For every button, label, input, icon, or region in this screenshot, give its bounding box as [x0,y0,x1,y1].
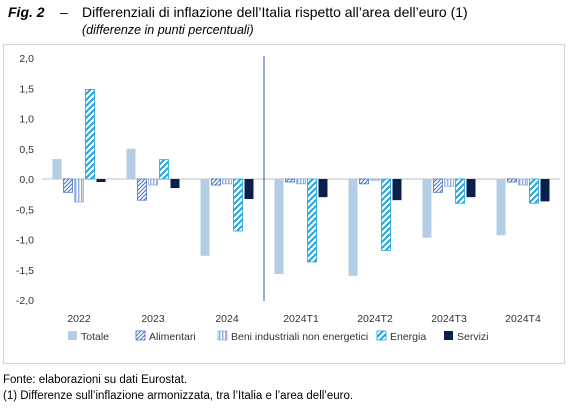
bar-energia-2024t3 [455,178,465,204]
bar-totale-2024 [200,179,210,256]
chart-title: Differenziali di inflazione dell’Italia … [82,4,468,20]
y-tick-label: 1,0 [19,114,34,126]
bar-totale-2024t2 [348,179,358,276]
bar-beni-industriali-non-energetici-2024t3 [444,178,454,187]
y-tick-label: 2,0 [19,53,34,65]
x-tick-label: 2024T3 [431,313,467,325]
bar-alimentari-2023 [137,178,147,201]
bar-servizi-2023 [170,179,180,189]
bar-servizi-2024t2 [392,179,402,201]
bar-energia-2024t2 [381,178,391,251]
bar-servizi-2024t1 [318,179,328,198]
bar-energia-2023 [159,159,169,180]
legend-label-servizi: Servizi [457,331,489,343]
legend-label-totale: Totale [81,331,109,343]
legend-swatch-alimentari [135,330,146,341]
figure-dash: – [60,4,68,20]
legend-swatch-beni-industriali-non-energetici [217,330,228,341]
chart-frame [3,44,565,364]
legend-swatch-energia [376,330,387,341]
bar-energia-2022 [85,89,95,180]
bar-servizi-2024 [244,179,254,199]
bar-servizi-2024t3 [466,179,476,198]
x-tick-label: 2024 [215,313,239,325]
bar-beni-industriali-non-energetici-2024t2 [370,178,380,181]
bar-alimentari-2024t3 [433,178,443,193]
bar-beni-industriali-non-energetici-2024t1 [296,178,306,185]
bar-alimentari-2024t2 [359,178,369,185]
x-tick-label: 2024T4 [505,313,541,325]
bar-energia-2024t1 [307,178,317,263]
y-tick-label: -0,5 [16,204,34,216]
bar-servizi-2024t4 [540,179,550,202]
y-tick-label: -1,5 [16,265,34,277]
notes: Fonte: elaborazioni su dati Eurostat. (1… [3,372,353,404]
x-tick-label: 2024T1 [283,313,319,325]
bar-totale-2024t4 [496,179,506,236]
chart-subtitle: (differenze in punti percentuali) [82,23,254,37]
y-tick-label: -2,0 [16,295,34,307]
y-tick-label: 1,5 [19,83,34,95]
legend-label-alimentari: Alimentari [149,331,196,343]
source-note: Fonte: elaborazioni su dati Eurostat. [3,374,188,386]
bar-servizi-2022 [96,179,106,183]
bar-totale-2022 [52,159,62,179]
x-tick-label: 2023 [141,313,165,325]
bar-energia-2024 [233,178,243,232]
bar-alimentari-2024t1 [285,178,295,183]
bar-totale-2023 [126,148,136,179]
legend-swatch-totale [68,331,77,340]
bar-beni-industriali-non-energetici-2024 [222,178,232,185]
bar-beni-industriali-non-energetici-2023 [148,178,158,186]
bar-beni-industriali-non-energetici-2024t4 [518,178,528,186]
y-tick-label: -1,0 [16,235,34,247]
bar-alimentari-2022 [63,178,73,193]
bar-totale-2024t3 [422,179,432,238]
legend-label-beni-industriali-non-energetici: Beni industriali non energetici [231,331,368,343]
footnote: (1) Differenze sull’inflazione armonizza… [3,390,354,402]
bar-totale-2024t1 [274,179,284,274]
y-tick-label: 0,5 [19,144,34,156]
x-tick-label: 2024T2 [357,313,393,325]
legend-swatch-servizi [444,331,453,340]
figure-label: Fig. 2 [8,4,45,20]
bar-alimentari-2024t4 [507,178,517,183]
bar-beni-industriali-non-energetici-2022 [74,178,84,203]
bar-alimentari-2024 [211,178,221,186]
y-tick-label: 0,0 [19,174,34,186]
x-tick-label: 2022 [67,313,91,325]
legend-label-energia: Energia [390,331,426,343]
bar-energia-2024t4 [529,178,539,204]
